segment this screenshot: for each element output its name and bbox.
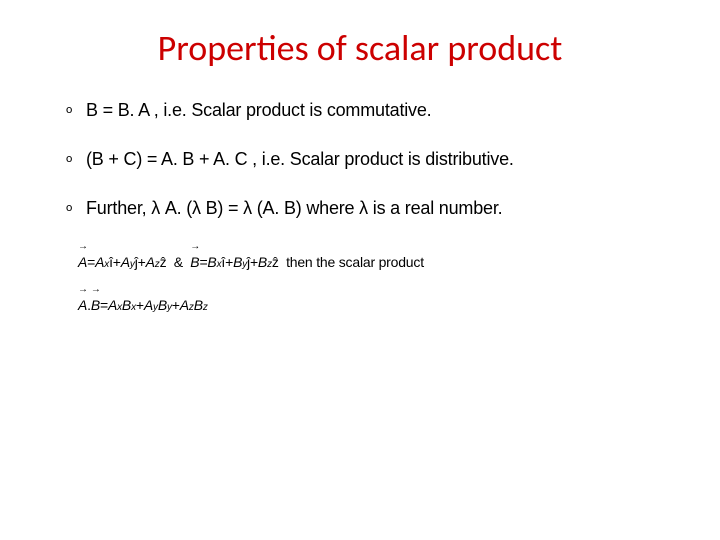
term: B [158, 296, 167, 314]
equals: = [87, 253, 95, 271]
bullet-marker: o [66, 149, 86, 170]
term: B [194, 296, 203, 314]
bullet-text: B = B. A , i.e. Scalar product is commut… [86, 100, 431, 121]
term: B [122, 296, 131, 314]
vector-letter: A [78, 254, 87, 270]
term: A [95, 253, 104, 271]
vector-arrow-icon: → [78, 287, 87, 293]
plus: + [225, 253, 233, 271]
tail-text: then the scalar product [279, 253, 424, 271]
slide: Properties of scalar product o B = B. A … [0, 0, 720, 540]
bullet-marker: o [66, 100, 86, 121]
equals: = [199, 253, 207, 271]
term: B [233, 253, 242, 271]
unit-letter: ẑ [272, 254, 279, 270]
plus: + [113, 253, 121, 271]
term: A [144, 296, 153, 314]
vector-arrow-icon: → [78, 244, 87, 250]
plus: + [138, 253, 146, 271]
vector-arrow-icon: → [91, 287, 100, 293]
vector-symbol: → A [78, 247, 87, 271]
unit-letter: ẑ [160, 254, 167, 270]
plus: + [136, 296, 144, 314]
plus: + [250, 253, 258, 271]
term: A [108, 296, 117, 314]
unit-letter: ĵ [247, 254, 250, 270]
equation-line-1: → A = Axî + Ayĵ + Azẑ & → B = Bxî + Byĵ … [78, 247, 660, 274]
term: A [146, 253, 155, 271]
bullet-item: o B = B. A , i.e. Scalar product is comm… [66, 100, 660, 121]
equation-line-2: → A . → B = AxBx + AyBy + AzBz [78, 290, 660, 317]
unit-vector: î [109, 253, 113, 271]
unit-letter: î [109, 254, 113, 270]
bullet-item: o (B + C) = A. B + A. C , i.e. Scalar pr… [66, 149, 660, 170]
vector-symbol: → B [91, 290, 100, 314]
unit-vector: ĵ [135, 253, 138, 271]
vector-letter: B [91, 297, 100, 313]
unit-vector: ẑ [272, 253, 279, 271]
bullet-list: o B = B. A , i.e. Scalar product is comm… [66, 100, 660, 219]
subscript: z [203, 299, 208, 317]
vector-symbol: → A [78, 290, 87, 314]
unit-vector: ẑ [160, 253, 167, 271]
bullet-text: (B + C) = A. B + A. C , i.e. Scalar prod… [86, 149, 514, 170]
unit-vector: ĵ [247, 253, 250, 271]
ampersand: & [166, 253, 190, 271]
term: A [180, 296, 189, 314]
equations-block: → A = Axî + Ayĵ + Azẑ & → B = Bxî + Byĵ … [78, 247, 660, 317]
term: A [121, 253, 130, 271]
plus: + [172, 296, 180, 314]
vector-letter: A [78, 297, 87, 313]
equals: = [100, 296, 108, 314]
term: B [207, 253, 216, 271]
term: B [258, 253, 267, 271]
vector-letter: B [190, 254, 199, 270]
unit-vector: î [221, 253, 225, 271]
bullet-marker: o [66, 198, 86, 219]
slide-title: Properties of scalar product [60, 26, 660, 70]
bullet-text: Further, λ A. (λ B) = λ (A. B) where λ i… [86, 198, 502, 219]
unit-letter: ĵ [135, 254, 138, 270]
unit-letter: î [221, 254, 225, 270]
vector-symbol: → B [190, 247, 199, 271]
bullet-item: o Further, λ A. (λ B) = λ (A. B) where λ… [66, 198, 660, 219]
vector-arrow-icon: → [190, 244, 199, 250]
